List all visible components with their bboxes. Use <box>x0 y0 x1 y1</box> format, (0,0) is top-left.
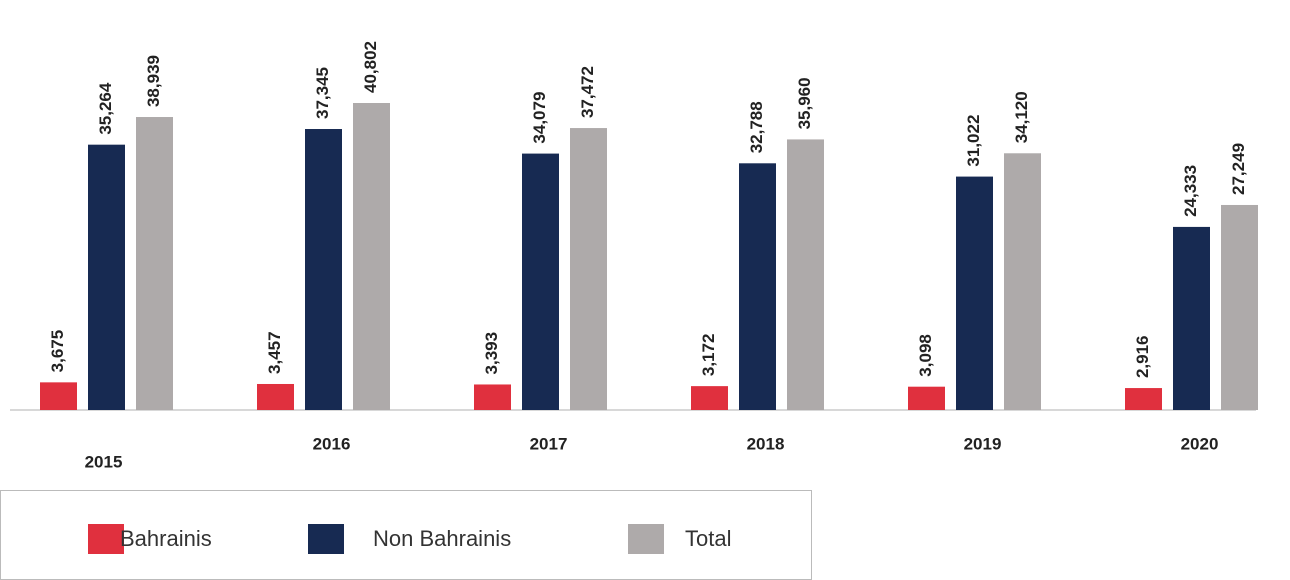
value-label: 32,788 <box>747 101 766 153</box>
legend-swatch <box>628 524 664 554</box>
value-label: 3,457 <box>265 331 284 374</box>
bar <box>40 382 77 410</box>
legend-label: Total <box>685 526 731 551</box>
value-label: 3,675 <box>48 330 67 373</box>
bar <box>1004 153 1041 410</box>
x-tick-label: 2017 <box>530 434 568 453</box>
bar <box>353 103 390 410</box>
bar <box>305 129 342 410</box>
legend-label: Bahrainis <box>120 526 212 551</box>
x-tick-label: 2015 <box>85 452 123 471</box>
x-tick-label: 2020 <box>1181 434 1219 453</box>
x-tick-label: 2018 <box>747 434 785 453</box>
bar <box>570 128 607 410</box>
value-label: 34,120 <box>1012 91 1031 143</box>
value-label: 3,098 <box>916 334 935 377</box>
value-label: 40,802 <box>361 41 380 93</box>
value-label: 37,345 <box>313 67 332 119</box>
bar <box>787 139 824 410</box>
x-tick-label: 2016 <box>313 434 351 453</box>
value-label: 24,333 <box>1181 165 1200 217</box>
bar <box>739 163 776 410</box>
value-label: 3,172 <box>699 334 718 377</box>
bar <box>257 383 294 410</box>
bar <box>1125 388 1162 410</box>
bar <box>136 117 173 411</box>
value-label: 34,079 <box>530 92 549 144</box>
value-label: 38,939 <box>144 55 163 107</box>
bar <box>88 144 125 410</box>
legend-label: Non Bahrainis <box>373 526 511 551</box>
value-label: 27,249 <box>1229 143 1248 195</box>
value-label: 3,393 <box>482 332 501 375</box>
value-label: 35,264 <box>96 82 115 135</box>
bar <box>1221 204 1258 410</box>
bar <box>691 386 728 410</box>
value-label: 2,916 <box>1133 336 1152 379</box>
value-label: 35,960 <box>795 77 814 129</box>
value-label: 31,022 <box>964 115 983 167</box>
x-tick-label: 2019 <box>964 434 1002 453</box>
bar <box>522 153 559 411</box>
value-label: 37,472 <box>578 66 597 118</box>
bar <box>474 384 511 410</box>
legend-swatch <box>88 524 124 554</box>
bar <box>956 176 993 410</box>
bar <box>1173 226 1210 410</box>
bar <box>908 386 945 410</box>
legend-swatch <box>308 524 344 554</box>
